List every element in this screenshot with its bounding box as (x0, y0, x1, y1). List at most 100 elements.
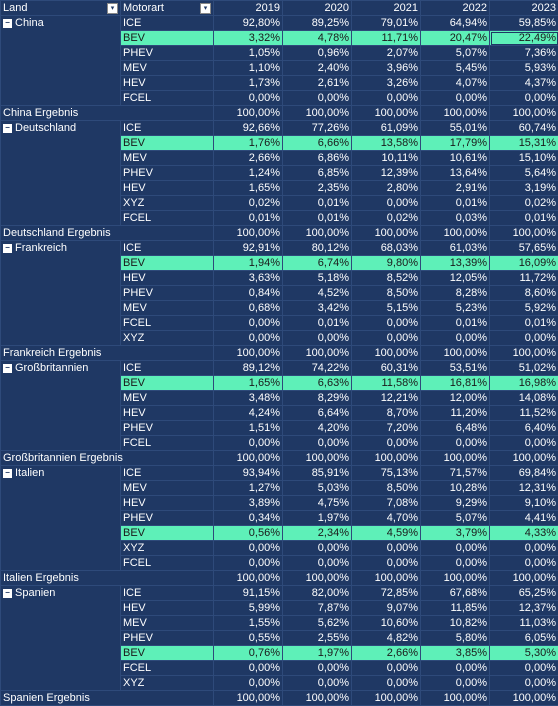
value-cell[interactable]: 0,00% (213, 675, 283, 691)
subtotal-value[interactable]: 100,00% (420, 345, 490, 361)
value-cell[interactable]: 10,11% (351, 150, 421, 166)
value-cell[interactable]: 0,02% (351, 210, 421, 226)
value-cell[interactable]: 6,05% (489, 630, 558, 646)
value-cell[interactable]: 1,24% (213, 165, 283, 181)
motorart-cell[interactable]: XYZ (120, 675, 214, 691)
motorart-cell[interactable]: HEV (120, 405, 214, 421)
collapse-minus-icon[interactable]: − (3, 588, 12, 598)
value-cell[interactable]: 13,64% (420, 165, 490, 181)
subtotal-value[interactable]: 100,00% (420, 105, 490, 121)
value-cell[interactable]: 12,31% (489, 480, 558, 496)
value-cell[interactable]: 5,80% (420, 630, 490, 646)
value-cell[interactable]: 60,31% (351, 360, 421, 376)
value-cell[interactable]: 3,48% (213, 390, 283, 406)
value-cell[interactable]: 68,03% (351, 240, 421, 256)
value-cell[interactable]: 9,07% (351, 600, 421, 616)
value-cell[interactable]: 0,03% (420, 210, 490, 226)
value-cell[interactable]: 0,00% (282, 540, 352, 556)
value-cell[interactable]: 0,00% (489, 555, 558, 571)
value-cell[interactable]: 4,07% (420, 75, 490, 91)
value-cell[interactable]: 2,34% (282, 525, 352, 541)
value-cell[interactable]: 1,10% (213, 60, 283, 76)
collapse-minus-icon[interactable]: − (3, 18, 12, 28)
value-cell[interactable]: 16,98% (489, 375, 558, 391)
value-cell[interactable]: 75,13% (351, 465, 421, 481)
value-cell[interactable]: 11,20% (420, 405, 490, 421)
value-cell[interactable]: 2,35% (282, 180, 352, 196)
value-cell[interactable]: 0,00% (213, 435, 283, 451)
value-cell[interactable]: 7,20% (351, 420, 421, 436)
value-cell[interactable]: 1,05% (213, 45, 283, 61)
value-cell[interactable]: 69,84% (489, 465, 558, 481)
value-cell[interactable]: 61,09% (351, 120, 421, 136)
value-cell[interactable]: 0,00% (489, 330, 558, 346)
subtotal-value[interactable]: 100,00% (213, 345, 283, 361)
value-cell[interactable]: 7,08% (351, 495, 421, 511)
value-cell[interactable]: 0,01% (489, 210, 558, 226)
value-cell[interactable]: 0,00% (420, 330, 490, 346)
value-cell[interactable]: 10,28% (420, 480, 490, 496)
country-cell[interactable]: − Deutschland (0, 120, 121, 226)
value-cell[interactable]: 0,00% (489, 660, 558, 676)
value-cell[interactable]: 4,41% (489, 510, 558, 526)
value-cell[interactable]: 3,19% (489, 180, 558, 196)
value-cell[interactable]: 8,50% (351, 285, 421, 301)
motorart-cell[interactable]: BEV (120, 645, 214, 661)
value-cell[interactable]: 0,00% (282, 675, 352, 691)
motorart-cell[interactable]: HEV (120, 180, 214, 196)
value-cell[interactable]: 4,33% (489, 525, 558, 541)
value-cell[interactable]: 0,00% (351, 555, 421, 571)
value-cell[interactable]: 10,82% (420, 615, 490, 631)
value-cell[interactable]: 1,65% (213, 375, 283, 391)
motorart-cell[interactable]: XYZ (120, 195, 214, 211)
value-cell[interactable]: 11,85% (420, 600, 490, 616)
value-cell[interactable]: 11,03% (489, 615, 558, 631)
value-cell[interactable]: 20,47% (420, 30, 490, 46)
value-cell[interactable]: 3,63% (213, 270, 283, 286)
value-cell[interactable]: 3,85% (420, 645, 490, 661)
value-cell[interactable]: 7,36% (489, 45, 558, 61)
value-cell[interactable]: 3,89% (213, 495, 283, 511)
value-cell[interactable]: 12,05% (420, 270, 490, 286)
value-cell[interactable]: 55,01% (420, 120, 490, 136)
subtotal-value[interactable]: 100,00% (420, 690, 490, 706)
value-cell[interactable]: 0,00% (351, 315, 421, 331)
value-cell[interactable]: 5,23% (420, 300, 490, 316)
value-cell[interactable]: 0,00% (351, 435, 421, 451)
value-cell[interactable]: 0,00% (420, 675, 490, 691)
subtotal-value[interactable]: 100,00% (420, 450, 490, 466)
value-cell[interactable]: 3,26% (351, 75, 421, 91)
value-cell[interactable]: 8,60% (489, 285, 558, 301)
value-cell[interactable]: 0,96% (282, 45, 352, 61)
value-cell[interactable]: 14,08% (489, 390, 558, 406)
collapse-minus-icon[interactable]: − (3, 363, 12, 373)
value-cell[interactable]: 57,65% (489, 240, 558, 256)
value-cell[interactable]: 74,22% (282, 360, 352, 376)
value-cell[interactable]: 13,39% (420, 255, 490, 271)
value-cell[interactable]: 22,49% (489, 30, 558, 46)
value-cell[interactable]: 0,00% (282, 435, 352, 451)
value-cell[interactable]: 4,37% (489, 75, 558, 91)
value-cell[interactable]: 8,29% (282, 390, 352, 406)
subtotal-value[interactable]: 100,00% (489, 105, 558, 121)
value-cell[interactable]: 4,75% (282, 495, 352, 511)
subtotal-value[interactable]: 100,00% (351, 450, 421, 466)
country-cell[interactable]: − Italien (0, 465, 121, 571)
value-cell[interactable]: 6,85% (282, 165, 352, 181)
motorart-cell[interactable]: ICE (120, 585, 214, 601)
value-cell[interactable]: 0,00% (282, 555, 352, 571)
subtotal-value[interactable]: 100,00% (489, 345, 558, 361)
value-cell[interactable]: 3,42% (282, 300, 352, 316)
country-cell[interactable]: − Großbritannien (0, 360, 121, 451)
value-cell[interactable]: 11,52% (489, 405, 558, 421)
subtotal-value[interactable]: 100,00% (420, 225, 490, 241)
value-cell[interactable]: 8,70% (351, 405, 421, 421)
value-cell[interactable]: 11,72% (489, 270, 558, 286)
motorart-cell[interactable]: HEV (120, 495, 214, 511)
value-cell[interactable]: 7,87% (282, 600, 352, 616)
value-cell[interactable]: 5,18% (282, 270, 352, 286)
value-cell[interactable]: 2,40% (282, 60, 352, 76)
value-cell[interactable]: 0,00% (420, 540, 490, 556)
header-land[interactable]: Land ▾ (0, 0, 121, 16)
value-cell[interactable]: 1,94% (213, 255, 283, 271)
